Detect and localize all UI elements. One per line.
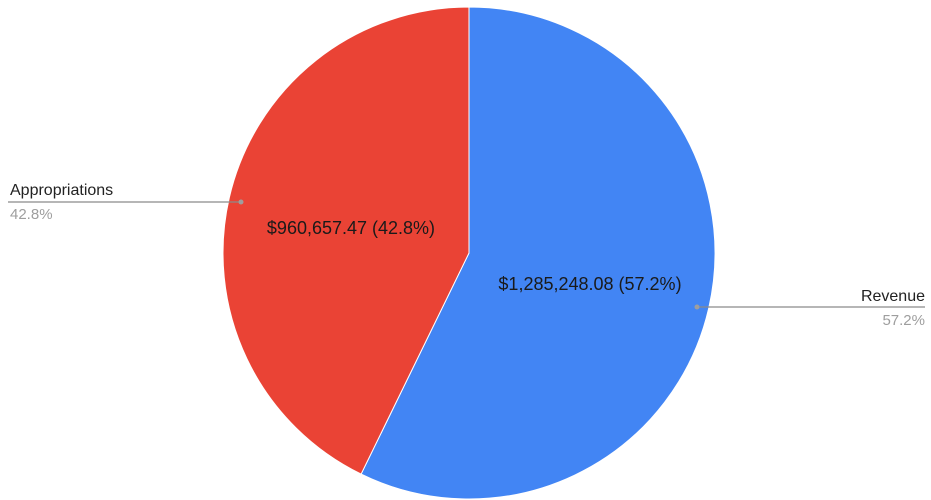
leader-dot-appropriations: [238, 199, 244, 205]
callout-name-appropriations: Appropriations: [10, 182, 113, 199]
callout-percent-revenue: 57.2%: [882, 312, 925, 329]
pie-slice-appropriations: [222, 6, 470, 475]
callout-percent-appropriations: 42.8%: [10, 206, 53, 223]
callout-name-revenue: Revenue: [861, 288, 925, 305]
slice-value-label-appropriations: $960,657.47 (42.8%): [267, 218, 435, 238]
leader-dot-revenue: [694, 304, 700, 310]
slice-value-label-revenue: $1,285,248.08 (57.2%): [498, 274, 681, 294]
pie-slice-revenue: [360, 6, 716, 500]
